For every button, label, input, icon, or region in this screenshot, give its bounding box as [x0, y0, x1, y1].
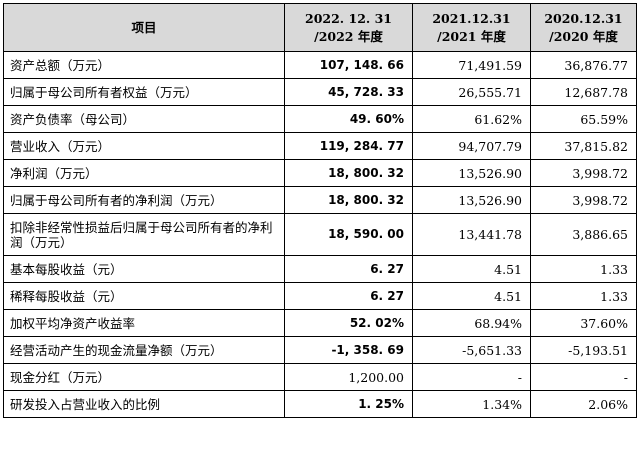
value-2022: -1, 358. 69 — [285, 337, 413, 364]
header-2021-date: 2021.12.31 — [419, 10, 524, 28]
row-label: 归属于母公司所有者权益（万元） — [4, 79, 285, 106]
value-2020: 12,687.78 — [531, 79, 637, 106]
value-2020: 2.06% — [531, 391, 637, 418]
header-2020: 2020.12.31 /2020 年度 — [531, 4, 637, 52]
header-2022-year: /2022 年度 — [291, 28, 406, 46]
value-2022: 1,200.00 — [285, 364, 413, 391]
value-2022: 1. 25% — [285, 391, 413, 418]
value-2021: 4.51 — [413, 256, 531, 283]
header-row: 项目 2022. 12. 31 /2022 年度 2021.12.31 /202… — [4, 4, 637, 52]
header-2020-date: 2020.12.31 — [537, 10, 630, 28]
row-label: 基本每股收益（元） — [4, 256, 285, 283]
table-row: 资产总额（万元） 107, 148. 66 71,491.59 36,876.7… — [4, 52, 637, 79]
header-2022-date: 2022. 12. 31 — [291, 10, 406, 28]
value-2021: 94,707.79 — [413, 133, 531, 160]
row-label: 经营活动产生的现金流量净额（万元） — [4, 337, 285, 364]
value-2021: 71,491.59 — [413, 52, 531, 79]
value-2021: 13,526.90 — [413, 187, 531, 214]
value-2021: 13,441.78 — [413, 214, 531, 256]
table-header: 项目 2022. 12. 31 /2022 年度 2021.12.31 /202… — [4, 4, 637, 52]
header-2021-year: /2021 年度 — [419, 28, 524, 46]
table-row: 现金分红（万元） 1,200.00 - - — [4, 364, 637, 391]
row-label: 资产总额（万元） — [4, 52, 285, 79]
row-label: 资产负债率（母公司） — [4, 106, 285, 133]
value-2020: 37.60% — [531, 310, 637, 337]
value-2022: 18, 800. 32 — [285, 187, 413, 214]
value-2020: 3,998.72 — [531, 187, 637, 214]
value-2020: 36,876.77 — [531, 52, 637, 79]
value-2020: -5,193.51 — [531, 337, 637, 364]
value-2021: 68.94% — [413, 310, 531, 337]
value-2020: 3,998.72 — [531, 160, 637, 187]
table-row: 净利润（万元） 18, 800. 32 13,526.90 3,998.72 — [4, 160, 637, 187]
table-body: 资产总额（万元） 107, 148. 66 71,491.59 36,876.7… — [4, 52, 637, 418]
header-item: 项目 — [4, 4, 285, 52]
table-row: 营业收入（万元） 119, 284. 77 94,707.79 37,815.8… — [4, 133, 637, 160]
row-label: 归属于母公司所有者的净利润（万元） — [4, 187, 285, 214]
row-label: 研发投入占营业收入的比例 — [4, 391, 285, 418]
table-row: 稀释每股收益（元） 6. 27 4.51 1.33 — [4, 283, 637, 310]
value-2021: 1.34% — [413, 391, 531, 418]
value-2022: 6. 27 — [285, 283, 413, 310]
value-2020: 65.59% — [531, 106, 637, 133]
table-row: 加权平均净资产收益率 52. 02% 68.94% 37.60% — [4, 310, 637, 337]
value-2021: - — [413, 364, 531, 391]
value-2020: 1.33 — [531, 256, 637, 283]
header-2021: 2021.12.31 /2021 年度 — [413, 4, 531, 52]
row-label: 营业收入（万元） — [4, 133, 285, 160]
table-row: 扣除非经常性损益后归属于母公司所有者的净利润（万元） 18, 590. 00 1… — [4, 214, 637, 256]
value-2022: 119, 284. 77 — [285, 133, 413, 160]
table-row: 研发投入占营业收入的比例 1. 25% 1.34% 2.06% — [4, 391, 637, 418]
financial-summary-table: 项目 2022. 12. 31 /2022 年度 2021.12.31 /202… — [3, 3, 637, 418]
row-label: 加权平均净资产收益率 — [4, 310, 285, 337]
value-2021: 26,555.71 — [413, 79, 531, 106]
value-2020: 37,815.82 — [531, 133, 637, 160]
table-row: 归属于母公司所有者的净利润（万元） 18, 800. 32 13,526.90 … — [4, 187, 637, 214]
table-row: 资产负债率（母公司） 49. 60% 61.62% 65.59% — [4, 106, 637, 133]
value-2021: 61.62% — [413, 106, 531, 133]
header-2020-year: /2020 年度 — [537, 28, 630, 46]
value-2022: 18, 800. 32 — [285, 160, 413, 187]
value-2022: 52. 02% — [285, 310, 413, 337]
value-2022: 18, 590. 00 — [285, 214, 413, 256]
row-label: 扣除非经常性损益后归属于母公司所有者的净利润（万元） — [4, 214, 285, 256]
header-2022: 2022. 12. 31 /2022 年度 — [285, 4, 413, 52]
value-2022: 107, 148. 66 — [285, 52, 413, 79]
value-2021: 13,526.90 — [413, 160, 531, 187]
value-2022: 6. 27 — [285, 256, 413, 283]
value-2021: 4.51 — [413, 283, 531, 310]
row-label: 稀释每股收益（元） — [4, 283, 285, 310]
value-2020: - — [531, 364, 637, 391]
table-row: 归属于母公司所有者权益（万元） 45, 728. 33 26,555.71 12… — [4, 79, 637, 106]
row-label: 净利润（万元） — [4, 160, 285, 187]
financial-table-container: 项目 2022. 12. 31 /2022 年度 2021.12.31 /202… — [3, 3, 637, 418]
row-label: 现金分红（万元） — [4, 364, 285, 391]
value-2020: 1.33 — [531, 283, 637, 310]
value-2022: 45, 728. 33 — [285, 79, 413, 106]
value-2022: 49. 60% — [285, 106, 413, 133]
table-row: 基本每股收益（元） 6. 27 4.51 1.33 — [4, 256, 637, 283]
value-2021: -5,651.33 — [413, 337, 531, 364]
value-2020: 3,886.65 — [531, 214, 637, 256]
table-row: 经营活动产生的现金流量净额（万元） -1, 358. 69 -5,651.33 … — [4, 337, 637, 364]
header-item-label: 项目 — [10, 19, 278, 37]
